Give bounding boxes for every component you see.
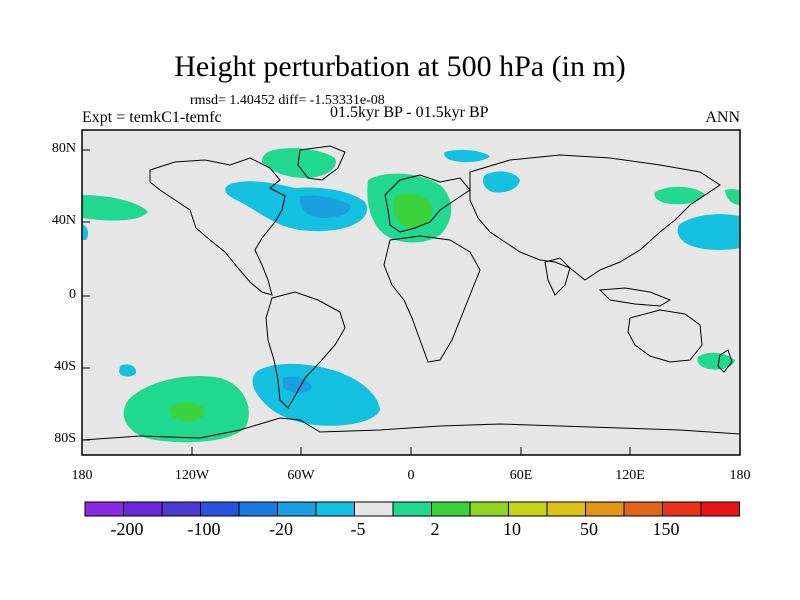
x-label-60w: 60W: [287, 468, 315, 483]
colorbar-swatch: [123, 501, 163, 517]
coastline-north-america: [149, 157, 286, 296]
colorbar-label-50: 50: [580, 519, 598, 539]
colorbar-swatch: [161, 501, 201, 517]
y-label-80s: 80S: [54, 431, 76, 446]
colorbar-swatch: [585, 501, 625, 517]
anomaly-green-east-edge: [725, 189, 740, 205]
anomaly-mid-blue-north-atlantic: [299, 195, 351, 218]
coastlines: [81, 145, 741, 441]
anomaly-blue-north-pacific: [677, 214, 740, 250]
colorbar-swatch: [354, 501, 394, 517]
season-label: ANN: [705, 109, 740, 126]
anomaly-blue-north-atlantic: [225, 181, 367, 232]
coastline-antarctica: [81, 417, 741, 441]
chart-subtitle: rmsd= 1.40452 diff= -1.53331e-08: [190, 93, 385, 108]
anomaly-green-greenland: [262, 148, 336, 178]
colorbar-swatch: [392, 501, 432, 517]
colorbar-swatch: [700, 501, 740, 517]
x-label-180w: 180: [71, 468, 93, 483]
x-axis-ticks: [81, 447, 741, 455]
colorbar-swatch: [431, 501, 471, 517]
anomaly-blue-small-south-pacific: [119, 364, 137, 377]
colorbar-label-150: 150: [652, 519, 680, 539]
chart-title: Height perturbation at 500 hPa (in m): [174, 50, 626, 83]
x-label-0: 0: [407, 468, 415, 483]
y-label-80n: 80N: [51, 141, 76, 156]
anomaly-midblue-south-atlantic: [283, 376, 312, 393]
coastline-europe: [384, 174, 471, 233]
colorbar-label-neg200: -200: [110, 519, 144, 539]
anomaly-blue-west-edge: [82, 224, 89, 240]
colorbar-swatch: [469, 501, 509, 517]
anomaly-fields: [82, 148, 740, 443]
colorbar-swatch: [508, 501, 548, 517]
anomaly-blue-siberia: [483, 171, 520, 193]
anomaly-green-near-new-zealand: [697, 352, 735, 370]
coastline-australia: [627, 309, 703, 363]
y-label-0: 0: [69, 287, 76, 302]
anomaly-darkgreen-south-pacific: [170, 402, 206, 422]
anomaly-green-east-asia: [654, 186, 705, 205]
colorbar-label-10: 10: [503, 519, 521, 539]
colorbar-swatch: [200, 501, 240, 517]
colorbar-label-neg20: -20: [269, 519, 293, 539]
experiment-label: Expt = temkC1-temfc: [82, 109, 222, 126]
coastline-south-america: [265, 291, 346, 409]
anomaly-darkgreen-europe: [393, 193, 433, 228]
colorbar-swatch: [623, 501, 663, 517]
x-label-60e: 60E: [509, 468, 533, 483]
x-label-120w: 120W: [174, 468, 210, 483]
colorbar-swatch: [238, 501, 278, 517]
coastline-se-asia: [598, 287, 672, 307]
colorbar-swatch: [84, 501, 124, 517]
anomaly-blue-arctic: [444, 149, 490, 163]
coastline-india: [544, 257, 571, 296]
y-label-40n: 40N: [51, 213, 76, 228]
colorbar-label-neg100: -100: [187, 519, 221, 539]
coastline-africa: [383, 235, 481, 363]
colorbar-swatch: [277, 501, 317, 517]
x-label-180e: 180: [729, 468, 751, 483]
coastline-asia: [469, 154, 721, 281]
colorbar-label-2: 2: [430, 519, 440, 539]
y-axis-ticks: [82, 149, 90, 441]
y-label-40s: 40S: [54, 359, 76, 374]
colorbar-swatch: [315, 501, 355, 517]
coastline-new-zealand: [717, 349, 733, 373]
anomaly-green-west-edge: [82, 195, 148, 221]
coastline-greenland: [297, 145, 346, 181]
colorbar: [84, 501, 740, 517]
period-label: 01.5kyr BP - 01.5kyr BP: [330, 104, 489, 121]
colorbar-swatch: [662, 501, 702, 517]
colorbar-label-neg5: -5: [350, 519, 366, 539]
colorbar-swatch: [546, 501, 586, 517]
x-label-120e: 120E: [615, 468, 645, 483]
